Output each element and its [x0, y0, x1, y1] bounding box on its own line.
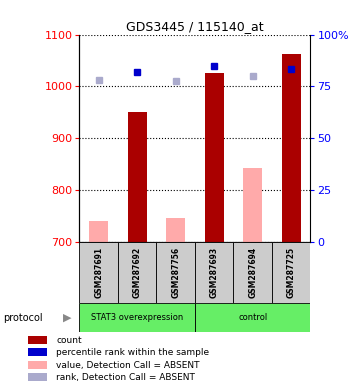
FancyBboxPatch shape [195, 242, 234, 303]
Bar [127, 113, 147, 242]
Bar [205, 73, 224, 242]
Text: count: count [56, 336, 82, 344]
Text: ▶: ▶ [62, 313, 71, 323]
Text: GSM287694: GSM287694 [248, 247, 257, 298]
FancyBboxPatch shape [234, 242, 272, 303]
Bar [166, 218, 185, 242]
Text: STAT3 overexpression: STAT3 overexpression [91, 313, 183, 322]
Text: rank, Detection Call = ABSENT: rank, Detection Call = ABSENT [56, 373, 195, 382]
FancyBboxPatch shape [272, 242, 310, 303]
Title: GDS3445 / 115140_at: GDS3445 / 115140_at [126, 20, 264, 33]
Text: GSM287693: GSM287693 [210, 247, 219, 298]
Bar [28, 348, 47, 356]
Text: GSM287691: GSM287691 [94, 247, 103, 298]
Text: GSM287725: GSM287725 [287, 247, 296, 298]
FancyBboxPatch shape [79, 303, 195, 332]
FancyBboxPatch shape [156, 242, 195, 303]
Bar [28, 361, 47, 369]
FancyBboxPatch shape [118, 242, 156, 303]
Bar [28, 373, 47, 381]
Bar [243, 168, 262, 242]
Text: GSM287756: GSM287756 [171, 247, 180, 298]
FancyBboxPatch shape [195, 303, 310, 332]
Text: GSM287692: GSM287692 [133, 247, 142, 298]
Text: control: control [238, 313, 268, 322]
Text: percentile rank within the sample: percentile rank within the sample [56, 348, 209, 357]
Text: value, Detection Call = ABSENT: value, Detection Call = ABSENT [56, 361, 200, 369]
FancyBboxPatch shape [79, 242, 118, 303]
Text: protocol: protocol [4, 313, 43, 323]
Bar [282, 54, 301, 242]
Bar [28, 336, 47, 344]
Bar [89, 221, 108, 242]
